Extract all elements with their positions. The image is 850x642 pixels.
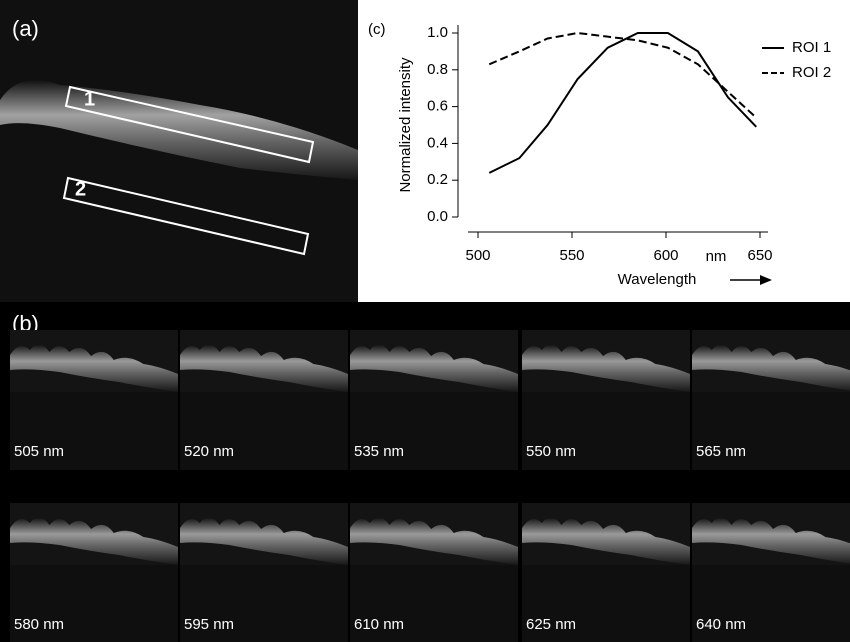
image-label: 640 nm [696,616,746,633]
y-tick-label: 0.0 [427,208,448,225]
x-tick-label: 650 [747,247,772,264]
image-label: 505 nm [14,443,64,460]
image-label: 550 nm [526,443,576,460]
y-tick-label: 1.0 [427,24,448,41]
roi-label: 1 [84,88,95,110]
image-label: 580 nm [14,616,64,633]
x-tick-label: 500 [465,247,490,264]
x-axis-label: Wavelength [618,271,697,288]
panel-label: (c) [368,21,386,38]
x-unit-label: nm [706,248,727,265]
image-label: 595 nm [184,616,234,633]
y-axis-label: Normalized intensity [397,57,414,193]
x-tick-label: 600 [653,247,678,264]
y-tick-label: 0.6 [427,98,448,115]
image-label: 520 nm [184,443,234,460]
image-label: 625 nm [526,616,576,633]
y-tick-label: 0.2 [427,171,448,188]
image-label: 535 nm [354,443,404,460]
y-tick-label: 0.8 [427,61,448,78]
legend-label: ROI 1 [792,39,831,56]
image-label: 610 nm [354,616,404,633]
x-tick-label: 550 [559,247,584,264]
image-label: 565 nm [696,443,746,460]
roi-label: 2 [75,178,86,200]
y-tick-label: 0.4 [427,134,448,151]
legend-label: ROI 2 [792,64,831,81]
panel-label: (a) [12,16,39,41]
figure: 1 2 (a) (c) Normalized intensity Wavelen… [0,0,850,642]
